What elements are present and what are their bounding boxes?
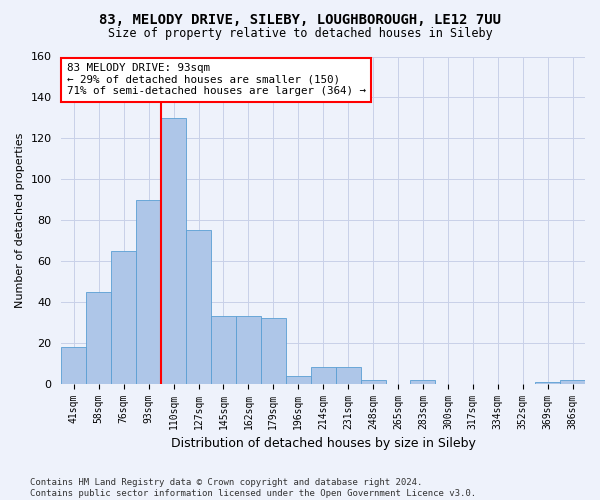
Bar	[61, 347, 86, 384]
Bar	[236, 316, 261, 384]
Bar	[111, 251, 136, 384]
Text: Size of property relative to detached houses in Sileby: Size of property relative to detached ho…	[107, 28, 493, 40]
Bar	[560, 380, 585, 384]
Text: 83, MELODY DRIVE, SILEBY, LOUGHBOROUGH, LE12 7UU: 83, MELODY DRIVE, SILEBY, LOUGHBOROUGH, …	[99, 12, 501, 26]
X-axis label: Distribution of detached houses by size in Sileby: Distribution of detached houses by size …	[171, 437, 476, 450]
Bar	[361, 380, 386, 384]
Text: 83 MELODY DRIVE: 93sqm
← 29% of detached houses are smaller (150)
71% of semi-de: 83 MELODY DRIVE: 93sqm ← 29% of detached…	[67, 63, 365, 96]
Bar	[86, 292, 111, 384]
Bar	[186, 230, 211, 384]
Text: Contains HM Land Registry data © Crown copyright and database right 2024.
Contai: Contains HM Land Registry data © Crown c…	[30, 478, 476, 498]
Bar	[211, 316, 236, 384]
Bar	[410, 380, 436, 384]
Bar	[286, 376, 311, 384]
Bar	[311, 368, 335, 384]
Bar	[335, 368, 361, 384]
Y-axis label: Number of detached properties: Number of detached properties	[15, 132, 25, 308]
Bar	[261, 318, 286, 384]
Bar	[136, 200, 161, 384]
Bar	[161, 118, 186, 384]
Bar	[535, 382, 560, 384]
